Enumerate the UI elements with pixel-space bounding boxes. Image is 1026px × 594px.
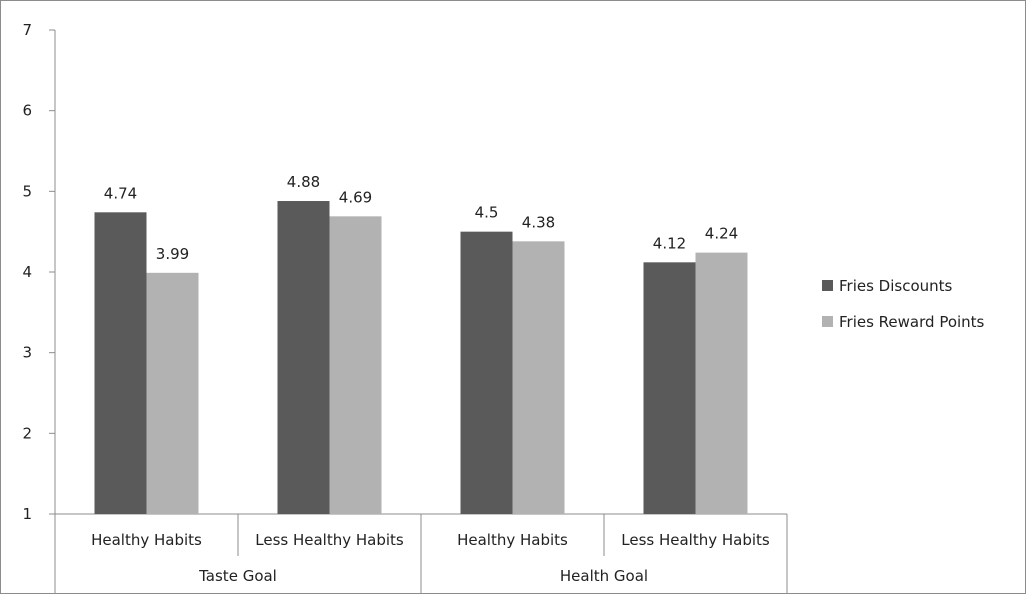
bar <box>94 212 147 514</box>
bar <box>695 252 748 514</box>
bar <box>329 216 382 514</box>
y-tick-label: 4 <box>22 263 32 281</box>
data-label: 4.5 <box>475 204 499 222</box>
x-tick-label: Less Healthy Habits <box>255 531 404 549</box>
y-tick-label: 5 <box>22 182 32 200</box>
data-label: 4.24 <box>705 225 738 243</box>
legend-swatch <box>822 280 833 291</box>
x-tick-label: Less Healthy Habits <box>621 531 770 549</box>
y-tick-label: 7 <box>22 21 32 39</box>
legend-swatch <box>822 316 833 327</box>
data-label: 4.88 <box>287 173 320 191</box>
y-tick-label: 6 <box>22 102 32 120</box>
data-label: 3.99 <box>156 245 189 263</box>
y-tick-label: 3 <box>22 344 32 362</box>
bar <box>146 272 199 514</box>
data-label: 4.74 <box>104 184 137 202</box>
legend-label: Fries Reward Points <box>839 313 985 331</box>
data-label: 4.38 <box>522 213 555 231</box>
data-label: 4.12 <box>653 234 686 252</box>
y-tick-label: 1 <box>22 505 32 523</box>
bar <box>460 231 513 514</box>
bar <box>277 201 330 514</box>
bar <box>643 262 696 514</box>
bar <box>512 241 565 514</box>
data-label: 4.69 <box>339 188 372 206</box>
x-tick-label: Healthy Habits <box>91 531 202 549</box>
x-group-label: Health Goal <box>560 567 648 585</box>
plot-area: 1 2 3 4 5 6 7 Healthy Habits Less Healthy Habits… <box>22 21 985 594</box>
legend-label: Fries Discounts <box>839 277 953 295</box>
x-tick-label: Healthy Habits <box>457 531 568 549</box>
y-tick-label: 2 <box>22 424 32 442</box>
x-group-label: Taste Goal <box>198 567 277 585</box>
